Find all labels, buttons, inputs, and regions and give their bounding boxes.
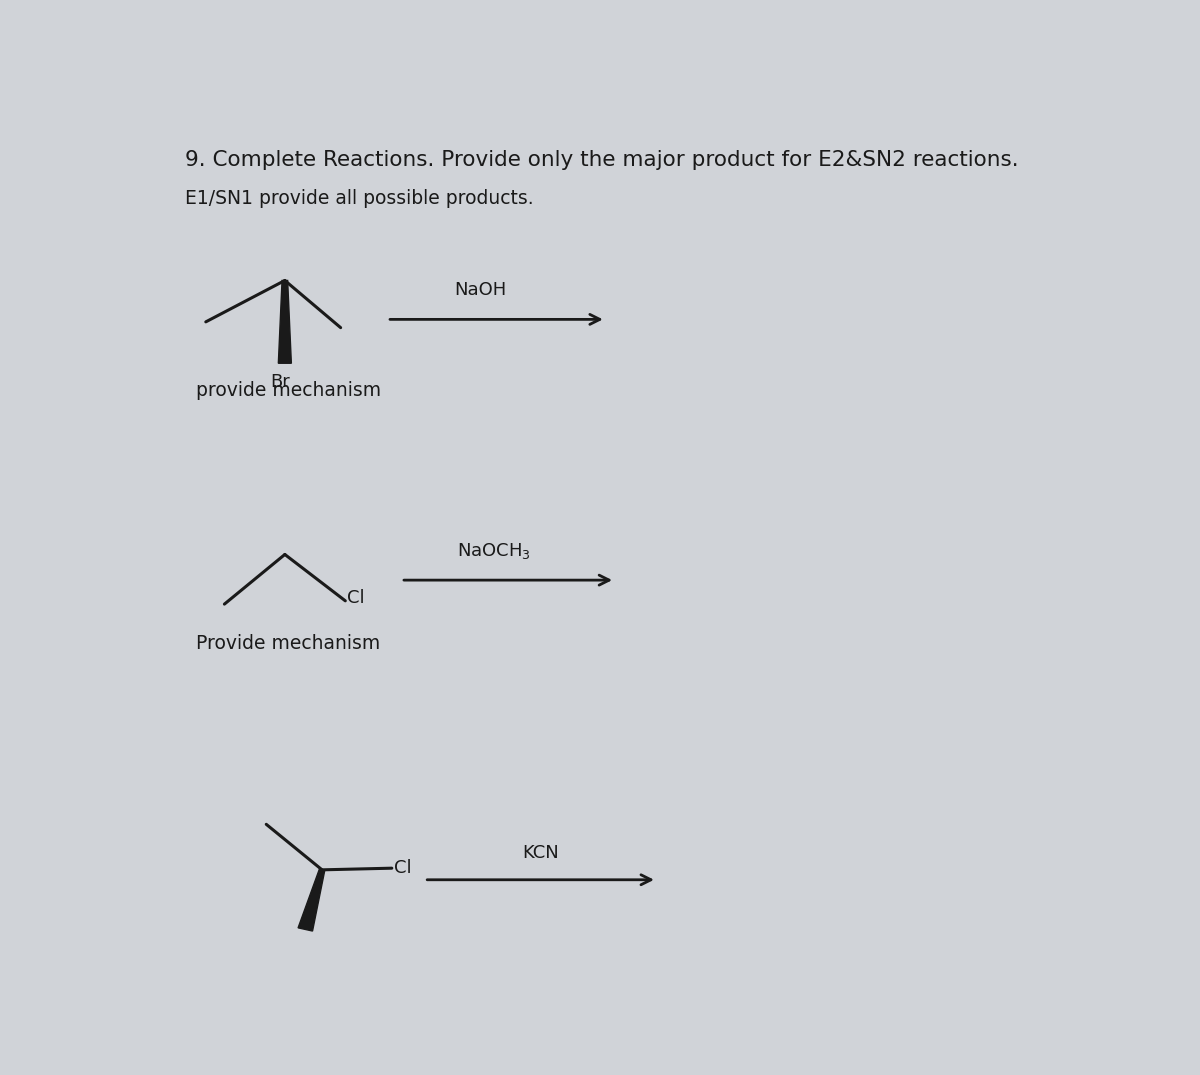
Text: provide mechanism: provide mechanism <box>197 382 382 401</box>
Text: NaOCH$_3$: NaOCH$_3$ <box>457 541 532 561</box>
Text: 9. Complete Reactions. Provide only the major product for E2&SN2 reactions.: 9. Complete Reactions. Provide only the … <box>185 149 1019 170</box>
Text: E1/SN1 provide all possible products.: E1/SN1 provide all possible products. <box>185 188 534 207</box>
Text: Cl: Cl <box>394 859 412 877</box>
Text: KCN: KCN <box>522 844 559 861</box>
Polygon shape <box>298 870 325 931</box>
Text: NaOH: NaOH <box>454 281 506 299</box>
Polygon shape <box>278 281 292 363</box>
Text: Br: Br <box>270 373 290 391</box>
Text: Cl: Cl <box>347 589 365 607</box>
Text: Provide mechanism: Provide mechanism <box>197 634 380 653</box>
